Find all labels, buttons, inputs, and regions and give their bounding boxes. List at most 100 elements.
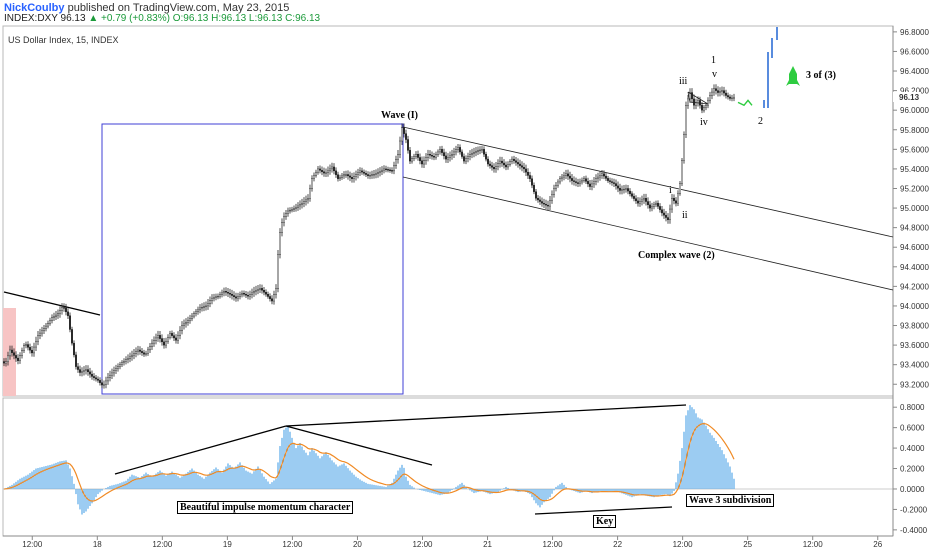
price-bar xyxy=(61,307,64,311)
price-bar xyxy=(287,210,290,214)
symbol-label: INDEX:DXY xyxy=(4,13,58,24)
price-bar xyxy=(21,350,24,356)
price-bar xyxy=(8,349,11,357)
price-bar xyxy=(82,370,85,372)
price-bar xyxy=(421,160,424,165)
price-bar xyxy=(351,177,354,179)
price-bar xyxy=(405,133,408,140)
price-bar xyxy=(389,169,392,171)
price-bar xyxy=(271,298,274,302)
price-bar xyxy=(226,292,229,294)
price-bar xyxy=(263,290,266,293)
price-bar xyxy=(176,335,179,341)
projection-bars xyxy=(763,27,778,108)
price-bar xyxy=(158,335,161,339)
wave-v-label: v xyxy=(712,69,717,80)
price-bar xyxy=(435,154,438,158)
price-bar xyxy=(277,254,280,289)
price-bar xyxy=(515,160,518,163)
price-bar xyxy=(112,370,115,374)
rocket-icon xyxy=(786,66,800,86)
price-bar xyxy=(597,176,600,179)
price-bar xyxy=(407,139,410,151)
price-bar xyxy=(246,294,249,297)
price-bar xyxy=(55,314,58,317)
time-tick-label: 22 xyxy=(613,540,622,549)
key-label: Key xyxy=(593,515,617,528)
price-bar xyxy=(200,307,203,309)
price-bar xyxy=(92,376,95,378)
price-tick-label: 94.8000 xyxy=(900,224,929,233)
price-bar xyxy=(184,322,187,325)
price-bar xyxy=(190,315,193,319)
price-bar xyxy=(14,355,17,359)
price-bar xyxy=(507,164,510,168)
time-tick-label: 21 xyxy=(483,540,492,549)
price-bar xyxy=(267,294,270,297)
price-bar xyxy=(108,374,111,378)
price-bar xyxy=(495,166,498,170)
price-bar xyxy=(707,100,710,106)
price-bar xyxy=(695,102,698,106)
price-bar xyxy=(172,335,175,339)
momentum-tick-label: 0.8000 xyxy=(900,403,925,412)
price-bar xyxy=(98,380,101,383)
price-bar xyxy=(281,222,284,233)
price-bar xyxy=(126,358,129,360)
price-tick-label: 93.8000 xyxy=(900,322,929,331)
price-bar xyxy=(168,333,171,338)
time-tick-label: 12:00 xyxy=(803,540,824,549)
price-bar xyxy=(463,156,466,162)
momentum-axis: -0.4000 -0.2000 0.0000 0.2000 0.4000 0.60… xyxy=(893,403,928,535)
price-bar xyxy=(12,352,15,356)
price-bar xyxy=(275,288,278,295)
price-bar xyxy=(214,296,217,298)
price-tick-label: 94.2000 xyxy=(900,282,929,291)
price-bar xyxy=(188,318,191,321)
price-bar xyxy=(455,149,458,153)
price-bar xyxy=(713,88,716,93)
price-bar xyxy=(471,153,474,155)
price-bar xyxy=(66,311,69,316)
price-bar xyxy=(701,105,704,111)
price-tick-label: 95.8000 xyxy=(900,126,929,135)
price-bar xyxy=(335,170,338,175)
channel-upper-line xyxy=(402,126,894,238)
price-bar xyxy=(23,345,26,351)
price-bar xyxy=(629,190,632,194)
price-bar xyxy=(47,323,50,327)
price-bar xyxy=(403,127,406,134)
price-bar xyxy=(425,157,428,161)
momentum-tick-label: 0.4000 xyxy=(900,444,925,453)
time-tick-label: 12:00 xyxy=(673,540,694,549)
price-bar xyxy=(561,176,564,179)
time-tick-label: 26 xyxy=(873,540,882,549)
price-bar xyxy=(369,175,372,177)
price-bar xyxy=(116,366,119,369)
author-name[interactable]: NickCoulby xyxy=(4,2,65,14)
momentum-line-1 xyxy=(114,425,287,475)
channel-lower-line xyxy=(402,176,894,291)
price-bar xyxy=(657,202,660,207)
price-bar xyxy=(96,378,99,381)
price-bar xyxy=(375,173,378,175)
time-tick-label: 25 xyxy=(743,540,752,549)
price-bar xyxy=(317,168,320,173)
price-bar xyxy=(535,191,538,199)
price-bar xyxy=(84,369,87,371)
price-bar xyxy=(469,154,472,157)
price-bar xyxy=(641,199,644,202)
price-bar xyxy=(673,198,676,201)
price-bar xyxy=(645,198,648,202)
price-bar xyxy=(637,200,640,204)
price-bar xyxy=(449,155,452,158)
price-bar xyxy=(453,151,456,155)
price-bar xyxy=(397,154,400,160)
momentum-tick-label: 0.0000 xyxy=(900,485,925,494)
price-bar xyxy=(399,140,402,155)
price-bar xyxy=(401,127,404,142)
price-bar xyxy=(228,293,231,295)
price-bar xyxy=(154,337,157,341)
price-bar xyxy=(519,163,522,166)
